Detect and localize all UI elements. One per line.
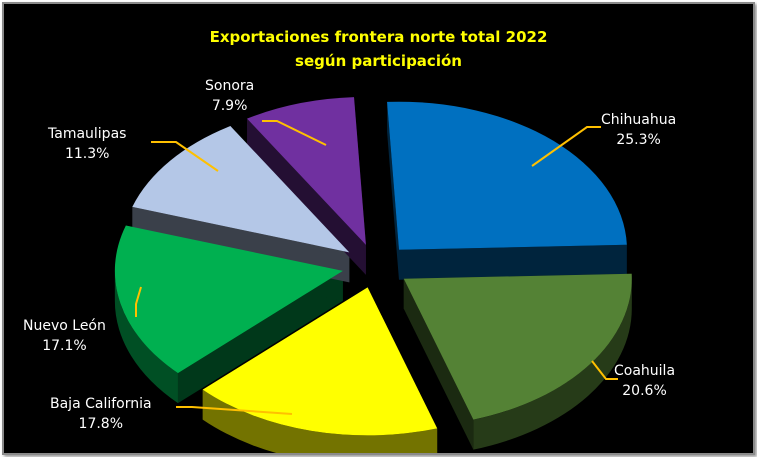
slice-name-coahuila: Coahuila	[614, 363, 676, 379]
pie-slice-chihuahua	[387, 101, 627, 250]
data-label-sonora: Sonora 7.9%	[205, 76, 254, 116]
pie-slice-nuevo-leon	[114, 225, 343, 374]
pie-slice-baja-california	[202, 287, 438, 436]
data-label-tamaulipas: Tamaulipas 11.3%	[48, 124, 126, 164]
slice-side-baja-california	[202, 389, 438, 453]
slice-wall-coahuila-end	[403, 278, 474, 450]
leader-line-nuevo-leon	[135, 286, 142, 317]
slice-wall-chihuahua-end	[398, 244, 627, 280]
slice-name-sonora: Sonora	[205, 78, 255, 94]
pie-chart-canvas	[114, 97, 632, 453]
slice-name-tamaulipas: Tamaulipas	[48, 126, 127, 142]
slice-value-sonora: 7.9%	[211, 98, 248, 114]
slice-value-baja-california: 17.8%	[78, 416, 124, 432]
slice-wall-sonora-start	[247, 118, 366, 275]
leader-line-sonora	[262, 120, 327, 146]
leader-lines	[135, 120, 618, 415]
chart-subtitle: según participación	[295, 52, 462, 70]
data-label-baja-california: Baja California 17.8%	[50, 394, 152, 434]
data-label-chihuahua: Chihuahua 25.3%	[601, 110, 676, 150]
leader-line-tamaulipas	[151, 141, 219, 172]
slice-value-coahuila: 20.6%	[622, 383, 667, 399]
leader-line-coahuila	[591, 360, 618, 380]
slice-value-chihuahua: 25.3%	[616, 132, 661, 148]
slice-value-tamaulipas: 11.3%	[64, 146, 110, 162]
slice-side-coahuila	[473, 278, 632, 450]
pie-slice-sonora	[247, 97, 366, 245]
leader-line-baja-california	[176, 406, 293, 415]
chart-title: Exportaciones frontera norte total 2022	[209, 28, 548, 46]
pie-tops	[114, 97, 632, 436]
pie-slice-tamaulipas	[132, 126, 350, 253]
leader-line-chihuahua	[531, 126, 601, 167]
slice-name-chihuahua: Chihuahua	[601, 112, 677, 128]
pie-slice-coahuila	[403, 273, 632, 420]
slice-side-nuevo-leon	[114, 270, 178, 404]
slice-wall-chihuahua-start	[387, 101, 399, 280]
slice-name-baja-california: Baja California	[50, 396, 152, 412]
slice-wall-nuevo-leon-start	[177, 270, 343, 404]
slice-value-nuevo-leon: 17.1%	[42, 338, 87, 354]
slice-name-nuevo-leon: Nuevo León	[23, 318, 106, 334]
data-label-coahuila: Coahuila 20.6%	[614, 361, 675, 401]
data-label-nuevo-leon: Nuevo León 17.1%	[23, 316, 106, 356]
